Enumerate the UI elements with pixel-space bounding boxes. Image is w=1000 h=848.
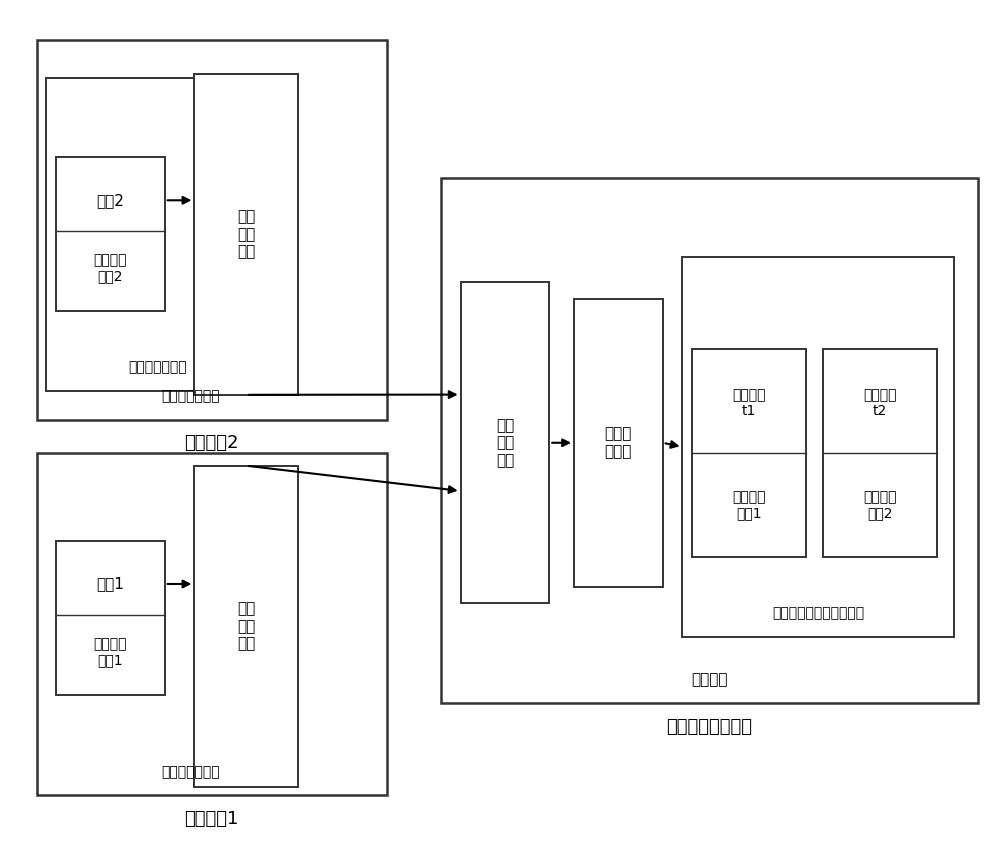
Text: 服务2: 服务2: [97, 192, 124, 208]
Bar: [37, 453, 387, 795]
Text: 服务运行
环境2: 服务运行 环境2: [863, 490, 897, 521]
Bar: [823, 349, 937, 557]
Text: 计算节点2: 计算节点2: [184, 434, 239, 452]
Bar: [56, 541, 165, 695]
Text: 计算节点1: 计算节点1: [184, 810, 239, 828]
Text: 服务运行环境容器镜像库: 服务运行环境容器镜像库: [772, 606, 864, 621]
Text: 环境
收集
模块: 环境 收集 模块: [496, 418, 514, 467]
Bar: [461, 282, 549, 603]
Bar: [441, 178, 978, 704]
Text: 操作系统: 操作系统: [691, 672, 728, 688]
Bar: [46, 78, 268, 391]
Text: 环境
扫描
模块: 环境 扫描 模块: [237, 601, 255, 651]
Text: 虚拟机操作系统: 虚拟机操作系统: [128, 360, 187, 374]
Text: 环境
扫描
模块: 环境 扫描 模块: [237, 209, 255, 259]
Bar: [194, 466, 298, 787]
Text: 服务运行
环境1: 服务运行 环境1: [732, 490, 766, 521]
Bar: [194, 74, 298, 395]
Text: 容器管
理模块: 容器管 理模块: [605, 427, 632, 459]
Text: 容器镜像
t1: 容器镜像 t1: [732, 388, 766, 418]
Text: 物理机操作系统: 物理机操作系统: [161, 389, 220, 404]
Bar: [692, 349, 806, 557]
Text: 物理机操作系统: 物理机操作系统: [161, 765, 220, 778]
Bar: [37, 41, 387, 420]
Text: 服务迁移中转节点: 服务迁移中转节点: [667, 717, 753, 736]
Bar: [574, 298, 663, 587]
Bar: [56, 157, 165, 311]
Bar: [682, 257, 954, 637]
Text: 服务1: 服务1: [97, 577, 124, 592]
Text: 容器镜像
t2: 容器镜像 t2: [863, 388, 897, 418]
Text: 服务运行
环境1: 服务运行 环境1: [94, 637, 127, 667]
Text: 服务运行
环境2: 服务运行 环境2: [94, 253, 127, 283]
